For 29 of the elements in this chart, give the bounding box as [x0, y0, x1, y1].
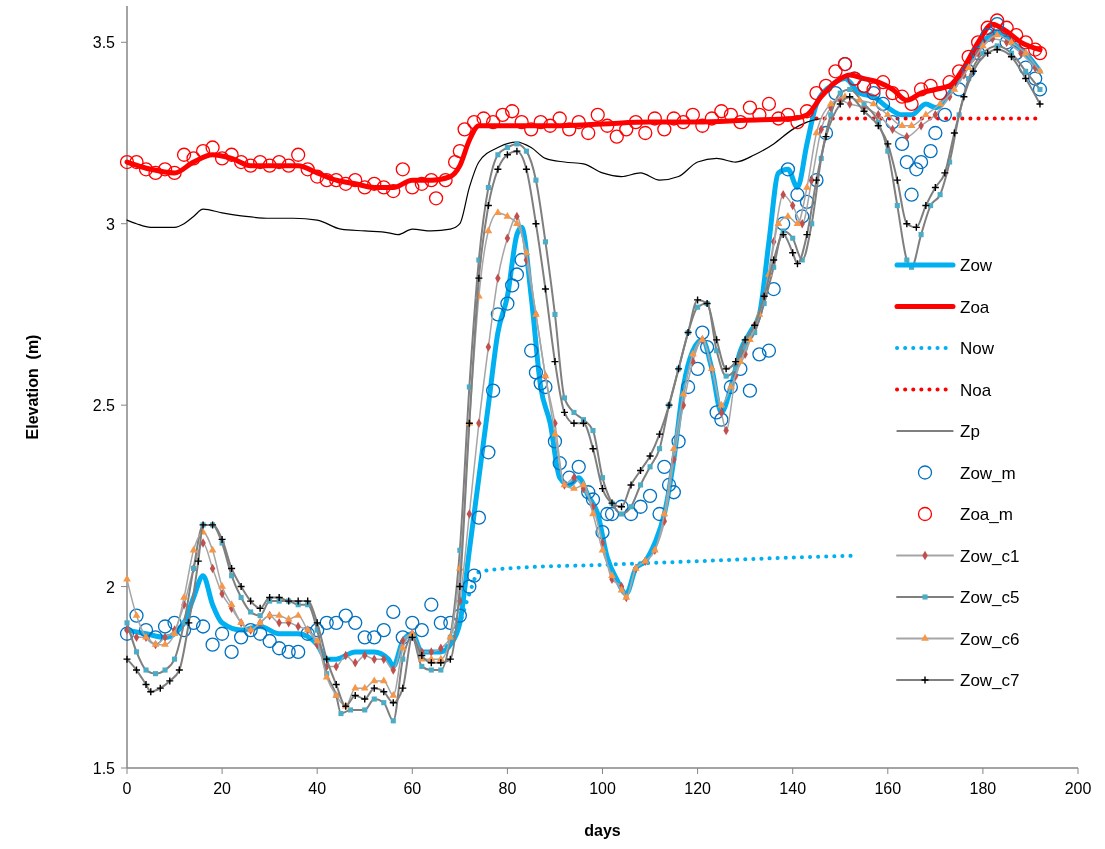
- x-tick-label: 20: [213, 780, 232, 797]
- y-tick-label: 3.5: [92, 34, 116, 52]
- x-tick-label: 0: [122, 780, 132, 797]
- legend-label: Zow_c1: [960, 546, 1020, 566]
- y-tick-label: 1.5: [92, 760, 116, 777]
- x-tick-label: 200: [1064, 780, 1092, 797]
- x-tick-label: 100: [589, 780, 616, 797]
- x-tick-label: 60: [403, 780, 422, 797]
- x-tick-label: 140: [779, 780, 807, 797]
- y-tick-label: 2.5: [92, 397, 116, 415]
- y-tick-label: 2: [106, 578, 116, 596]
- legend-label: Zow_c6: [960, 629, 1020, 649]
- legend-label: Zow_c5: [960, 588, 1020, 607]
- legend-label: Noa: [960, 380, 992, 400]
- x-tick-label: 160: [874, 780, 902, 797]
- x-tick-label: 80: [498, 780, 517, 797]
- legend-label: Zoa: [960, 297, 990, 317]
- legend-label: Zp: [960, 422, 980, 441]
- x-tick-label: 40: [308, 780, 327, 797]
- legend-label: Zoa_m: [960, 505, 1013, 524]
- x-axis-title: days: [584, 822, 621, 839]
- legend-label: Zow_m: [960, 463, 1016, 483]
- x-tick-label: 120: [684, 780, 712, 797]
- y-tick-label: 3: [106, 215, 116, 233]
- legend-label: Zow: [960, 256, 993, 275]
- legend-label: Zow_c7: [960, 671, 1020, 690]
- x-tick-label: 180: [969, 780, 997, 797]
- y-axis-title: Elevation (m): [24, 334, 41, 440]
- legend-label: Now: [960, 339, 995, 358]
